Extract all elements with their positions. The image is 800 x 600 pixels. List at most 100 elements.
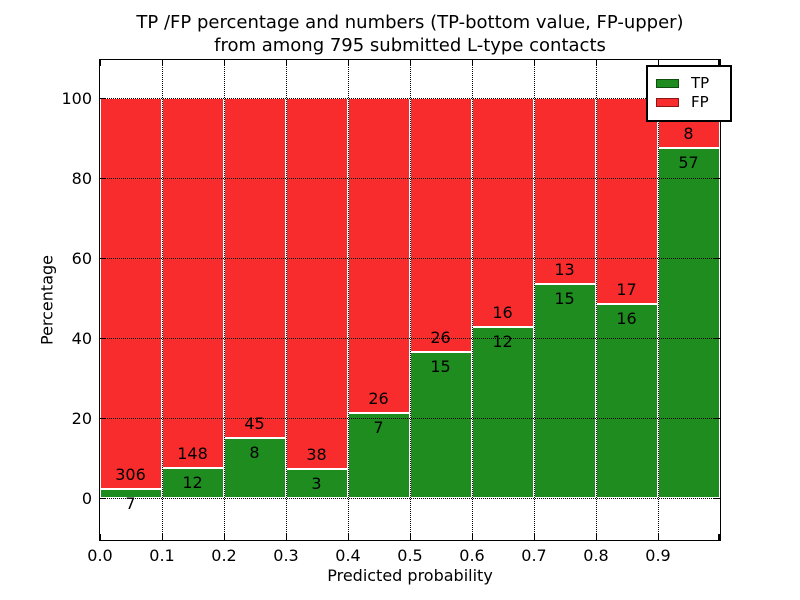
x-tickmark-bottom bbox=[533, 533, 535, 540]
fp-count-label: 148 bbox=[177, 444, 208, 464]
bar-segment-tp bbox=[595, 304, 658, 499]
fp-count-label: 38 bbox=[306, 445, 327, 465]
x-tickmark-top bbox=[285, 59, 287, 66]
x-tickmark-bottom bbox=[161, 533, 163, 540]
x-tick-label: 0.9 bbox=[645, 546, 671, 565]
y-tickmark-left bbox=[99, 97, 106, 100]
y-tickmark-left bbox=[99, 257, 106, 260]
gridline-vertical bbox=[347, 59, 349, 540]
x-tickmark-top bbox=[161, 59, 163, 66]
gridline-vertical bbox=[223, 59, 225, 540]
chart-title-line2: from among 795 submitted L-type contacts bbox=[214, 35, 606, 56]
fp-count-label: 45 bbox=[244, 413, 265, 433]
x-tickmark-bottom bbox=[223, 533, 225, 540]
fp-count-label: 306 bbox=[115, 465, 146, 485]
fp-swatch-icon bbox=[656, 98, 679, 107]
bar-segment-fp bbox=[595, 98, 658, 305]
x-tick-label: 0.4 bbox=[335, 546, 361, 565]
tp-count-label: 7 bbox=[125, 494, 136, 514]
y-tick-label: 40 bbox=[71, 328, 92, 348]
y-tickmark-right bbox=[713, 257, 720, 260]
tp-count-label: 12 bbox=[182, 473, 203, 493]
x-tickmark-bottom bbox=[285, 533, 287, 540]
bar-segment-fp bbox=[99, 98, 162, 490]
x-tickmark-bottom bbox=[409, 533, 411, 540]
legend-item-tp: TP bbox=[656, 75, 722, 92]
x-tickmark-bottom bbox=[347, 533, 349, 540]
x-tickmark-top bbox=[409, 59, 411, 66]
fp-count-label: 13 bbox=[554, 260, 575, 279]
x-axis-label: Predicted probability bbox=[327, 566, 493, 585]
y-tick-label: 0 bbox=[81, 488, 92, 508]
chart-title: TP /FP percentage and numbers (TP-bottom… bbox=[136, 11, 683, 57]
y-tick-label: 60 bbox=[71, 248, 92, 268]
y-tickmark-right bbox=[713, 497, 720, 500]
tp-count-label: 12 bbox=[492, 331, 513, 351]
bar-segment-fp bbox=[285, 98, 348, 470]
fp-count-label: 26 bbox=[368, 389, 389, 409]
y-tickmark-left bbox=[99, 177, 106, 180]
bar-segment-fp bbox=[223, 98, 286, 438]
tp-count-label: 8 bbox=[249, 442, 260, 462]
x-tickmark-bottom bbox=[657, 533, 659, 540]
x-tickmark-bottom bbox=[99, 533, 101, 540]
x-tick-label: 0.3 bbox=[273, 546, 299, 565]
x-tickmark-bottom bbox=[595, 533, 597, 540]
tp-count-label: 15 bbox=[430, 356, 451, 376]
gridline-vertical bbox=[471, 59, 473, 540]
x-tickmark-top bbox=[595, 59, 597, 66]
bar-segment-tp bbox=[161, 468, 224, 499]
tp-count-label: 7 bbox=[373, 418, 384, 438]
y-tickmark-right bbox=[713, 177, 720, 180]
y-tickmark-left bbox=[99, 497, 106, 500]
tp-count-label: 57 bbox=[678, 152, 699, 172]
bar-segment-tp bbox=[347, 413, 410, 499]
bar-segment-tp bbox=[533, 284, 596, 499]
bar-segment-tp bbox=[285, 469, 348, 499]
x-tick-label: 0.0 bbox=[87, 546, 113, 565]
gridline-vertical bbox=[161, 59, 163, 540]
gridline-vertical bbox=[285, 59, 287, 540]
fp-count-label: 8 bbox=[683, 123, 694, 143]
legend-label: FP bbox=[691, 93, 709, 111]
y-tickmark-left bbox=[99, 417, 106, 420]
gridline-vertical bbox=[657, 59, 659, 540]
y-tick-label: 80 bbox=[71, 168, 92, 188]
bar-segment-fp bbox=[533, 98, 596, 284]
legend-item-fp: FP bbox=[656, 94, 722, 111]
plot-area: 306 7 148 12 45 8 38 3 26 7 26 15 16 12 13 15 17 16 8 57 bbox=[98, 58, 721, 541]
bar-segment-fp bbox=[471, 98, 534, 327]
y-tick-label: 100 bbox=[61, 88, 92, 108]
legend: TP FP bbox=[646, 65, 732, 122]
x-tick-label: 0.5 bbox=[397, 546, 423, 565]
x-tick-label: 0.6 bbox=[459, 546, 485, 565]
bar-segment-tp bbox=[471, 326, 534, 499]
bar-segment-tp bbox=[99, 489, 162, 499]
fp-count-label: 16 bbox=[492, 302, 513, 322]
y-tickmark-right bbox=[713, 337, 720, 340]
fp-count-label: 17 bbox=[616, 280, 637, 300]
x-tickmark-top bbox=[471, 59, 473, 66]
x-tickmark-top bbox=[657, 59, 659, 66]
x-tickmark-top bbox=[718, 59, 720, 66]
x-tickmark-top bbox=[533, 59, 535, 66]
x-tick-label: 0.8 bbox=[583, 546, 609, 565]
x-tickmark-bottom bbox=[718, 533, 720, 540]
x-tickmark-top bbox=[347, 59, 349, 66]
bar-segment-fp bbox=[409, 98, 472, 352]
legend-label: TP bbox=[691, 74, 710, 92]
y-tickmark-left bbox=[99, 337, 106, 340]
x-tickmark-top bbox=[99, 59, 101, 66]
tp-count-label: 16 bbox=[616, 309, 637, 329]
y-tickmark-right bbox=[713, 417, 720, 420]
tp-swatch-icon bbox=[656, 79, 679, 88]
x-tickmark-top bbox=[223, 59, 225, 66]
tp-count-label: 3 bbox=[311, 474, 322, 494]
x-tick-label: 0.2 bbox=[211, 546, 237, 565]
x-tickmark-bottom bbox=[471, 533, 473, 540]
gridline-vertical bbox=[595, 59, 597, 540]
bar-segment-tp bbox=[657, 147, 720, 499]
bar-segment-fp bbox=[347, 98, 410, 414]
chart-title-line1: TP /FP percentage and numbers (TP-bottom… bbox=[136, 12, 684, 33]
